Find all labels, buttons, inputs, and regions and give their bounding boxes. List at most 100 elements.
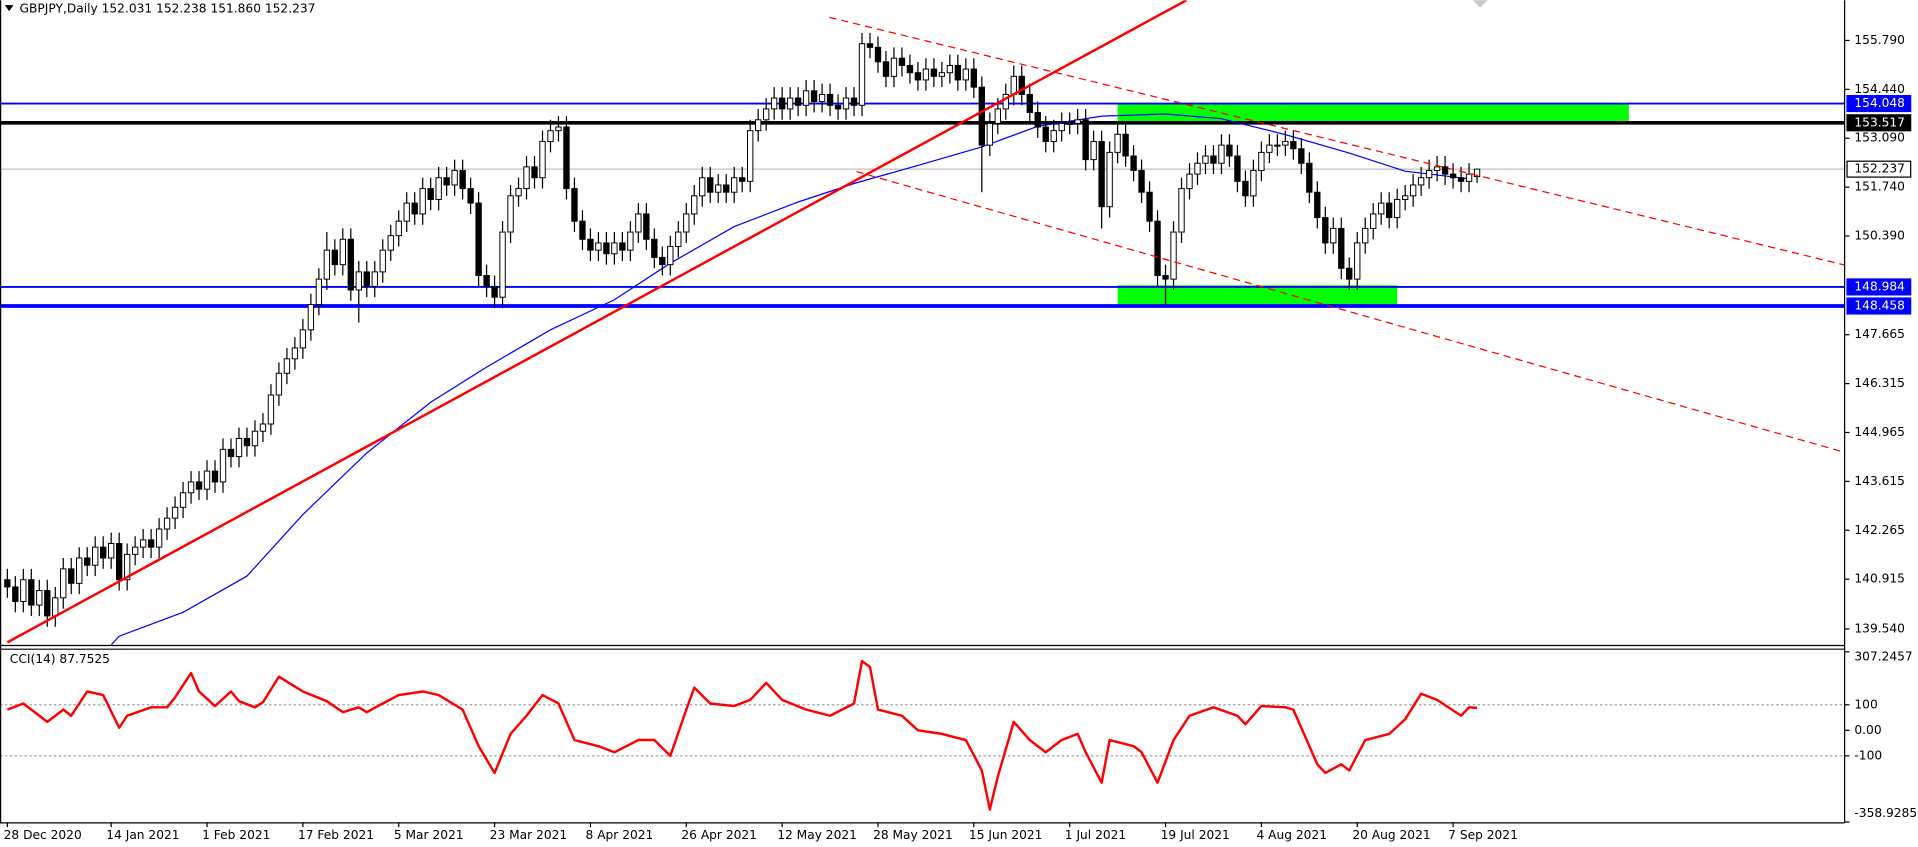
candle-body bbox=[1218, 144, 1225, 164]
y-tick-label: 140.915 bbox=[1854, 572, 1905, 586]
candle-body bbox=[1122, 133, 1129, 157]
candle-body bbox=[52, 597, 59, 617]
candle-body bbox=[938, 72, 946, 77]
trendline bbox=[6, 0, 1187, 644]
candle-body bbox=[890, 57, 898, 77]
candle-body bbox=[1178, 188, 1185, 233]
candle-body bbox=[187, 481, 195, 494]
price-label: 154.048 bbox=[1854, 96, 1905, 110]
candle-body bbox=[1026, 93, 1033, 114]
candle-body bbox=[691, 195, 698, 215]
candle-body bbox=[898, 57, 906, 66]
candle-body bbox=[659, 256, 666, 266]
candle-body bbox=[986, 122, 993, 146]
candle-body bbox=[131, 546, 139, 555]
candle-body bbox=[20, 579, 27, 602]
candle-body bbox=[595, 242, 602, 251]
candle-body bbox=[858, 43, 866, 106]
candle-body bbox=[1417, 177, 1425, 186]
candle-body bbox=[443, 177, 450, 186]
candle-body bbox=[1234, 155, 1241, 182]
candle-body bbox=[747, 130, 754, 182]
candle-body bbox=[914, 72, 922, 81]
candle-body bbox=[12, 586, 19, 602]
candle-body bbox=[1346, 267, 1353, 280]
candle-body bbox=[323, 249, 331, 280]
candle-body bbox=[475, 202, 482, 276]
candle-body bbox=[715, 184, 722, 193]
candle-body bbox=[563, 126, 570, 190]
candle-body bbox=[794, 97, 802, 106]
candle-body bbox=[211, 470, 219, 483]
price-label: 152.237 bbox=[1854, 162, 1905, 176]
candle-body bbox=[179, 492, 187, 508]
candle-body bbox=[171, 506, 179, 519]
candle-body bbox=[1290, 141, 1297, 150]
x-tick-label: 1 Feb 2021 bbox=[202, 828, 270, 842]
candle-body bbox=[786, 97, 794, 110]
cci-panel bbox=[0, 659, 1845, 811]
candle-body bbox=[930, 68, 938, 77]
price-label: 153.517 bbox=[1854, 115, 1905, 129]
y-tick-label: 155.790 bbox=[1854, 33, 1905, 47]
price-label: 148.984 bbox=[1854, 279, 1905, 293]
candle-body bbox=[307, 303, 315, 331]
candle-body bbox=[1170, 231, 1177, 280]
y-tick-label: 144.965 bbox=[1854, 425, 1905, 439]
candle-body bbox=[515, 188, 522, 197]
candle-body bbox=[163, 517, 171, 530]
candle-body bbox=[1138, 169, 1145, 193]
candle-body bbox=[1378, 202, 1385, 215]
candle-body bbox=[291, 347, 299, 360]
x-tick-label: 5 Mar 2021 bbox=[394, 828, 464, 842]
chart-title: GBPJPY,Daily 152.031 152.238 151.860 152… bbox=[20, 1, 316, 15]
x-tick-label: 28 Dec 2020 bbox=[4, 828, 82, 842]
indicator-line bbox=[6, 659, 1478, 811]
candle-body bbox=[1401, 195, 1409, 200]
trendline bbox=[856, 170, 1845, 453]
candle-body bbox=[954, 64, 962, 81]
x-tick-label: 19 Jul 2021 bbox=[1161, 828, 1230, 842]
candle-body bbox=[707, 177, 714, 193]
candle-body bbox=[267, 394, 275, 425]
candle-body bbox=[1050, 130, 1057, 142]
candle-body bbox=[842, 97, 850, 110]
y-tick-label: 307.2457 bbox=[1854, 650, 1912, 664]
candle-body bbox=[459, 169, 466, 190]
candle-body bbox=[28, 579, 35, 606]
candle-body bbox=[467, 188, 474, 204]
candle-body bbox=[1130, 155, 1137, 171]
zone bbox=[1117, 104, 1629, 122]
candle-body bbox=[76, 557, 83, 584]
y-tick-label: 142.265 bbox=[1854, 523, 1905, 537]
candle-body bbox=[1194, 162, 1201, 175]
x-tick-label: 15 Jun 2021 bbox=[969, 828, 1043, 842]
candle-body bbox=[1473, 168, 1481, 178]
candle-body bbox=[403, 202, 410, 222]
candle-body bbox=[68, 568, 75, 584]
candle-body bbox=[435, 177, 442, 200]
candle-body bbox=[882, 61, 890, 77]
candle-body bbox=[411, 202, 418, 215]
candle-body bbox=[1441, 166, 1449, 175]
x-tick-label: 7 Sep 2021 bbox=[1448, 828, 1518, 842]
candle-body bbox=[379, 249, 386, 273]
candle-body bbox=[866, 43, 874, 48]
candle-body bbox=[1042, 126, 1049, 142]
candle-body bbox=[555, 126, 562, 132]
candle-body bbox=[1266, 144, 1273, 153]
y-tick-label: 100 bbox=[1854, 697, 1877, 711]
x-tick-label: 14 Jan 2021 bbox=[106, 828, 179, 842]
candle-body bbox=[427, 188, 434, 200]
candle-body bbox=[139, 539, 147, 548]
candle-body bbox=[1386, 202, 1393, 219]
y-tick-label: -358.9285 bbox=[1854, 806, 1917, 820]
candle-body bbox=[635, 213, 642, 233]
x-tick-label: 8 Apr 2021 bbox=[586, 828, 654, 842]
candle-body bbox=[611, 242, 618, 255]
y-tick-label: 154.440 bbox=[1854, 82, 1905, 96]
candle-body bbox=[1106, 151, 1113, 208]
